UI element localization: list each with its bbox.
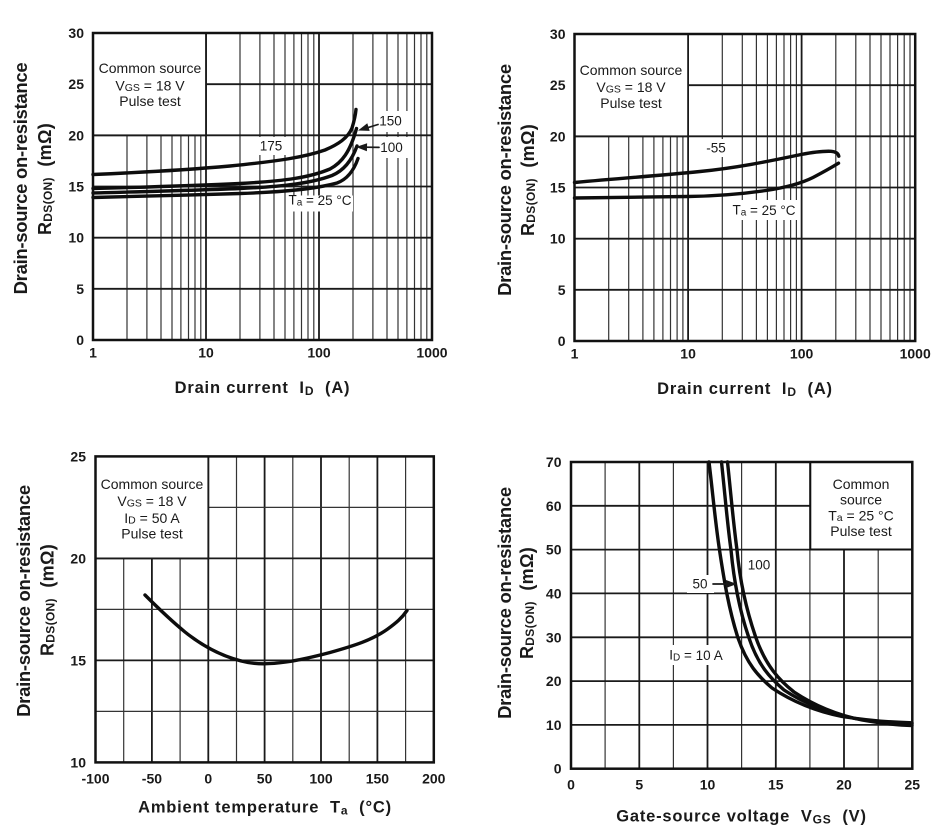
- svg-text:Drain-source on-resistance: Drain-source on-resistance: [494, 487, 515, 719]
- svg-text:Pulse test: Pulse test: [119, 93, 181, 109]
- svg-text:Common: Common: [833, 476, 890, 492]
- svg-text:20: 20: [836, 777, 852, 793]
- svg-text:Ambient temperature Ta (°C): Ambient temperature Ta (°C): [138, 799, 392, 818]
- svg-text:200: 200: [422, 771, 446, 787]
- svg-text:15: 15: [68, 179, 84, 195]
- svg-text:100: 100: [790, 346, 814, 362]
- svg-text:15: 15: [70, 652, 86, 668]
- svg-text:10: 10: [680, 346, 696, 362]
- svg-text:175: 175: [260, 139, 283, 154]
- svg-text:30: 30: [68, 25, 84, 41]
- svg-text:VGS = 18 V: VGS = 18 V: [117, 493, 187, 510]
- svg-text:20: 20: [546, 673, 562, 689]
- svg-text:100: 100: [309, 771, 333, 787]
- svg-text:Drain current ID (A): Drain current ID (A): [175, 379, 351, 398]
- svg-text:25: 25: [905, 777, 921, 793]
- svg-text:10: 10: [700, 777, 716, 793]
- svg-text:40: 40: [546, 585, 562, 601]
- svg-text:-100: -100: [81, 771, 109, 787]
- svg-text:20: 20: [550, 128, 566, 144]
- svg-text:Ta = 25 °C: Ta = 25 °C: [288, 193, 351, 208]
- svg-text:0: 0: [76, 332, 84, 348]
- svg-text:Ta = 25 °C: Ta = 25 °C: [828, 508, 894, 525]
- svg-text:5: 5: [76, 281, 84, 297]
- svg-text:100: 100: [380, 140, 403, 155]
- svg-text:70: 70: [546, 454, 562, 470]
- svg-text:25: 25: [70, 448, 86, 464]
- svg-text:10: 10: [68, 230, 84, 246]
- svg-text:0: 0: [204, 771, 212, 787]
- svg-text:Common source: Common source: [101, 476, 204, 492]
- svg-text:Drain-source on-resistance: Drain-source on-resistance: [13, 485, 34, 717]
- svg-text:-55: -55: [706, 141, 726, 156]
- svg-text:5: 5: [635, 777, 643, 793]
- svg-text:Common source: Common source: [99, 60, 202, 76]
- svg-text:-50: -50: [142, 771, 162, 787]
- svg-text:60: 60: [546, 498, 562, 514]
- svg-text:30: 30: [550, 26, 566, 42]
- svg-text:VGS = 18 V: VGS = 18 V: [115, 78, 185, 95]
- svg-text:10: 10: [198, 345, 214, 361]
- svg-text:1: 1: [571, 346, 579, 362]
- svg-text:1: 1: [89, 345, 97, 361]
- svg-text:ID = 50 A: ID = 50 A: [124, 510, 180, 527]
- svg-text:Drain-source on-resistance: Drain-source on-resistance: [494, 64, 515, 296]
- svg-text:15: 15: [768, 777, 784, 793]
- svg-text:Drain-source on-resistance: Drain-source on-resistance: [10, 63, 31, 295]
- svg-text:50: 50: [546, 542, 562, 558]
- svg-text:RDS(ON) (mΩ): RDS(ON) (mΩ): [35, 123, 55, 235]
- svg-text:150: 150: [379, 114, 402, 129]
- svg-text:25: 25: [68, 76, 84, 92]
- svg-text:50: 50: [257, 771, 273, 787]
- svg-text:Pulse test: Pulse test: [830, 523, 892, 539]
- svg-text:RDS(ON) (mΩ): RDS(ON) (mΩ): [38, 544, 58, 656]
- svg-text:1000: 1000: [416, 345, 447, 361]
- svg-text:0: 0: [558, 333, 566, 349]
- svg-text:10: 10: [70, 754, 86, 770]
- svg-text:1000: 1000: [900, 346, 931, 362]
- svg-text:source: source: [840, 492, 882, 508]
- svg-text:Gate-source voltage VGS (V): Gate-source voltage VGS (V): [616, 808, 867, 827]
- svg-text:5: 5: [558, 282, 566, 298]
- svg-text:20: 20: [70, 550, 86, 566]
- svg-text:25: 25: [550, 77, 566, 93]
- svg-text:Pulse test: Pulse test: [600, 95, 662, 111]
- svg-text:0: 0: [567, 777, 575, 793]
- svg-text:100: 100: [748, 558, 771, 573]
- svg-text:Ta = 25 °C: Ta = 25 °C: [732, 203, 795, 218]
- svg-text:20: 20: [68, 127, 84, 143]
- svg-text:15: 15: [550, 180, 566, 196]
- svg-text:10: 10: [546, 717, 562, 733]
- svg-text:150: 150: [366, 771, 390, 787]
- svg-text:Common source: Common source: [580, 62, 683, 78]
- svg-text:100: 100: [307, 345, 331, 361]
- svg-text:50: 50: [692, 577, 707, 592]
- svg-text:0: 0: [554, 761, 562, 777]
- svg-text:VGS = 18 V: VGS = 18 V: [596, 79, 666, 96]
- svg-text:Drain current ID (A): Drain current ID (A): [657, 380, 833, 399]
- svg-text:30: 30: [546, 629, 562, 645]
- svg-text:Pulse test: Pulse test: [121, 526, 183, 542]
- svg-text:10: 10: [550, 231, 566, 247]
- svg-text:ID = 10 A: ID = 10 A: [669, 648, 722, 663]
